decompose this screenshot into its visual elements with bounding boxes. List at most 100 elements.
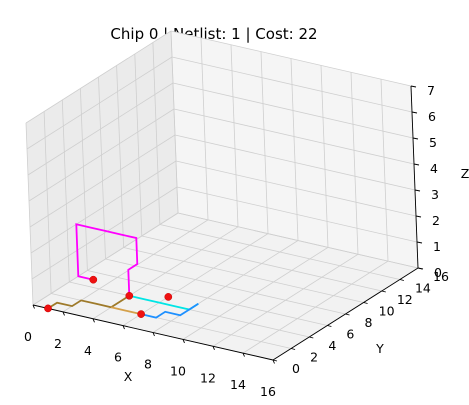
grid-line-y-wall bbox=[170, 30, 179, 214]
y-tick-label: 6 bbox=[346, 327, 354, 342]
grid-line-z-wall bbox=[32, 212, 179, 306]
grid-line-y-wall bbox=[152, 42, 161, 225]
x-tick-mark bbox=[152, 332, 155, 337]
z-tick-mark bbox=[410, 85, 417, 88]
grid-line-y-wall bbox=[134, 53, 143, 237]
z-tick-label: 4 bbox=[430, 161, 438, 176]
gate-1 bbox=[89, 275, 98, 284]
y-tick-label: 2 bbox=[310, 350, 318, 365]
grid-line-y-floor bbox=[87, 270, 328, 326]
wire-3 bbox=[140, 303, 199, 319]
y-tick-mark bbox=[381, 290, 386, 293]
z-tick-label: 6 bbox=[428, 109, 436, 124]
z-tick-mark bbox=[415, 215, 422, 218]
grid-line-y-floor bbox=[105, 258, 346, 315]
y-tick-mark bbox=[363, 302, 368, 304]
y-tick-label: 16 bbox=[433, 269, 449, 284]
grid-line-y-floor bbox=[159, 224, 400, 280]
axis-lines bbox=[32, 85, 424, 364]
x-tick-mark bbox=[32, 304, 35, 309]
grid-line-z-wall bbox=[31, 186, 178, 280]
z-tick-label: 7 bbox=[427, 83, 435, 98]
x-tick-label: 6 bbox=[114, 350, 122, 365]
grid-line-z-back bbox=[177, 212, 419, 269]
wire-series bbox=[47, 223, 199, 319]
x-tick-label: 16 bbox=[260, 384, 276, 399]
z-tick-mark bbox=[412, 137, 419, 140]
wire-4 bbox=[47, 295, 130, 310]
gate-3 bbox=[125, 291, 134, 300]
grid-line-x-back bbox=[200, 37, 209, 220]
grid-line-y-wall bbox=[80, 88, 88, 271]
x-tick-label: 4 bbox=[84, 343, 92, 358]
z-tick-mark bbox=[414, 189, 421, 192]
grid-line-z-back bbox=[176, 186, 418, 243]
grid-line-x-back bbox=[350, 72, 359, 255]
x-tick-label: 0 bbox=[24, 329, 32, 344]
grid-line-z-wall bbox=[26, 56, 173, 150]
grid-line-z-wall bbox=[27, 82, 174, 176]
grid-line-y-wall bbox=[25, 122, 34, 306]
x-tick-label: 12 bbox=[200, 370, 216, 385]
y-tick-mark bbox=[399, 279, 405, 281]
y-tick-mark bbox=[272, 359, 278, 362]
grid-line-z-back bbox=[171, 56, 413, 113]
grid-line-y-wall bbox=[61, 99, 70, 283]
y-tick-label: 8 bbox=[365, 315, 373, 330]
z-tick-label: 3 bbox=[431, 187, 439, 202]
x-tick-mark bbox=[62, 311, 65, 316]
y-tick-label: 4 bbox=[328, 338, 336, 353]
gate-4 bbox=[137, 310, 145, 318]
grid-line-y-wall bbox=[43, 111, 52, 294]
grid-line-x-back bbox=[230, 44, 239, 227]
y-tick-label: 0 bbox=[292, 361, 300, 376]
y-tick-mark bbox=[309, 336, 314, 339]
grid-line-z-wall bbox=[30, 160, 177, 254]
z-axis-line bbox=[410, 85, 419, 269]
grid-line-y-wall bbox=[98, 76, 106, 260]
grid-line-y-floor bbox=[141, 235, 382, 292]
wire-1 bbox=[75, 223, 139, 296]
wire-5 bbox=[110, 306, 142, 315]
grid-line-y-floor bbox=[123, 247, 364, 303]
x-axis-label: X bbox=[124, 369, 133, 384]
y-tick-label: 14 bbox=[415, 281, 431, 296]
grid-line-x-back bbox=[380, 79, 389, 262]
x-tick-mark bbox=[272, 359, 275, 364]
grid-line-z-back bbox=[172, 82, 414, 139]
y-tick-label: 10 bbox=[379, 304, 395, 319]
x-tick-label: 2 bbox=[54, 336, 62, 351]
z-tick-label: 1 bbox=[433, 239, 441, 254]
x-tick-mark bbox=[122, 325, 125, 330]
grid-line-z-back bbox=[170, 30, 412, 87]
x-tick-mark bbox=[242, 352, 245, 357]
gate-5 bbox=[44, 304, 52, 313]
grid-line-z-back bbox=[173, 108, 415, 165]
y-tick-mark bbox=[327, 325, 332, 327]
y-tick-mark bbox=[290, 348, 296, 350]
x-tick-label: 14 bbox=[230, 377, 246, 392]
y-tick-label: 12 bbox=[397, 292, 413, 307]
grid-line-y-wall bbox=[116, 65, 124, 248]
x-tick-label: 8 bbox=[144, 357, 152, 372]
grid-line-x-back bbox=[260, 51, 269, 234]
x-tick-label: 10 bbox=[170, 363, 186, 378]
grid-line-x-back bbox=[320, 65, 329, 248]
grid-line-z-wall bbox=[29, 134, 176, 228]
z-tick-mark bbox=[416, 241, 423, 244]
grid-line-x-back bbox=[290, 58, 299, 241]
z-tick-mark bbox=[413, 163, 420, 166]
x-tick-mark bbox=[92, 318, 95, 323]
x-tick-mark bbox=[182, 339, 185, 344]
x-tick-mark bbox=[212, 346, 215, 350]
y-axis-label: Y bbox=[375, 341, 384, 356]
grid-line-z-wall bbox=[28, 108, 175, 202]
gate-points bbox=[44, 275, 173, 318]
grid-line-z-back bbox=[175, 160, 417, 217]
grid-line-z-back bbox=[174, 134, 416, 191]
z-tick-label: 0 bbox=[434, 265, 442, 280]
z-tick-mark bbox=[417, 267, 424, 270]
grid-line-z-wall bbox=[25, 30, 172, 124]
